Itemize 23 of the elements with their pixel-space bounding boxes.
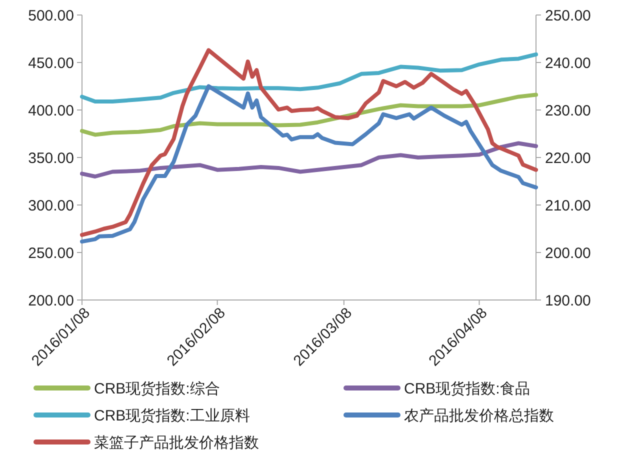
y-tick-label: 400.00	[28, 102, 74, 120]
line-series	[80, 84, 538, 244]
legend-label: CRB现货指数:综合	[94, 380, 220, 398]
y-tick-label: 500.00	[28, 7, 74, 24]
line-series	[80, 52, 538, 104]
y2-tick-label: 230.00	[545, 102, 591, 120]
legend-label: 农产品批发价格总指数	[404, 407, 554, 424]
legend-label: CRB现货指数:工业原料	[94, 407, 250, 424]
y2-tick-label: 190.00	[545, 292, 591, 310]
line-series	[80, 141, 538, 178]
line-series	[80, 48, 538, 237]
y2-tick-label: 220.00	[545, 150, 591, 167]
legend-label: CRB现货指数:食品	[404, 380, 530, 398]
y2-tick-label: 210.00	[545, 197, 591, 214]
legend-label: 菜篮子产品批发价格指数	[94, 434, 259, 452]
y-tick-label: 350.00	[28, 150, 74, 167]
y-tick-label: 250.00	[28, 244, 74, 262]
y2-tick-label: 250.00	[545, 7, 591, 24]
y-tick-label: 450.00	[28, 54, 74, 72]
y2-tick-label: 200.00	[545, 244, 591, 262]
y-tick-label: 300.00	[28, 197, 74, 214]
y2-tick-label: 240.00	[545, 54, 591, 72]
y-tick-label: 200.00	[28, 292, 74, 310]
